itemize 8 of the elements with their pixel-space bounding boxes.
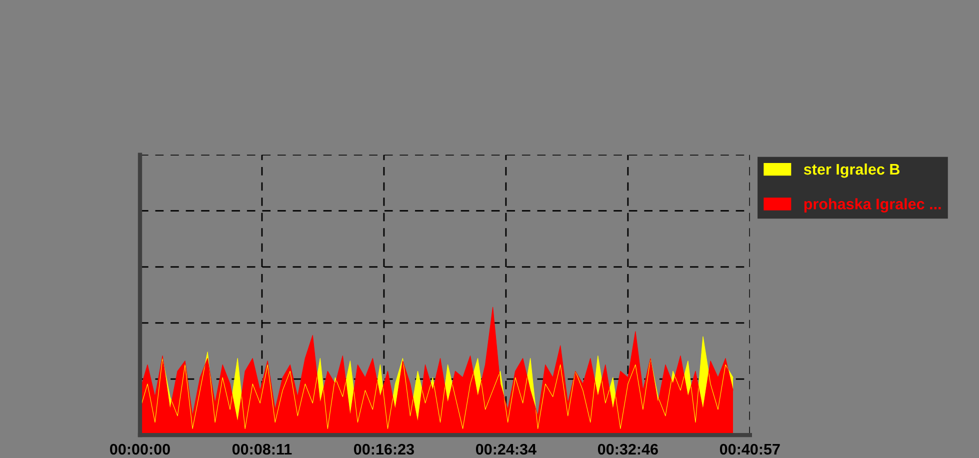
x-tick-label: 00:24:34 [476,444,536,455]
x-tick-label: 00:40:57 [720,444,780,455]
x-tick-label: 00:32:46 [598,444,658,455]
x-tick-label: 00:00:00 [110,444,170,455]
legend-label: ster Igralec B [804,163,900,178]
x-tick-label: 00:08:11 [232,444,292,455]
legend-label: prohaska Igralec ... [804,198,941,213]
x-tick-label: 00:16:23 [354,444,414,455]
